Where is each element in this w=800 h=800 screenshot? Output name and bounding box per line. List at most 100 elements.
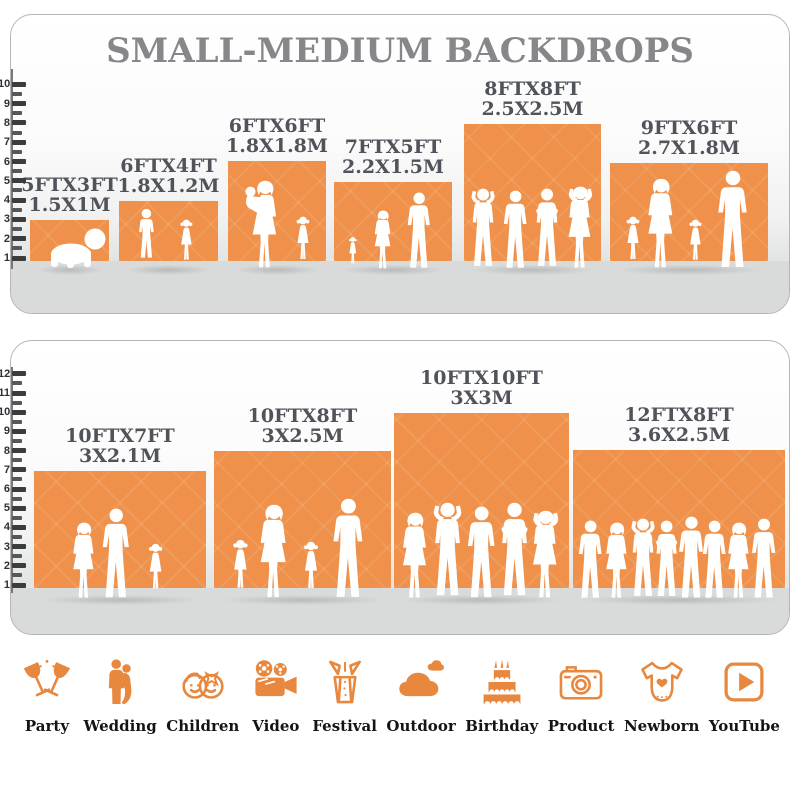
ruler-tick xyxy=(12,120,26,126)
ruler-tick xyxy=(12,582,26,588)
girl-silhouette xyxy=(180,219,193,260)
baby-silhouette xyxy=(50,228,105,268)
ruler-tick-minor xyxy=(12,246,22,251)
ruler-axis xyxy=(11,69,13,269)
woman-up-silhouette xyxy=(568,186,593,268)
people-shadow xyxy=(472,265,593,275)
newborn-icon xyxy=(640,661,683,702)
category-label: Festival xyxy=(312,717,377,735)
ruler-tick-minor xyxy=(12,573,22,578)
ruler-tick xyxy=(12,236,26,242)
people-shadow xyxy=(402,595,561,605)
ruler-number: 7 xyxy=(3,463,10,476)
woman-silhouette xyxy=(261,504,287,598)
boy-silhouette xyxy=(139,208,154,258)
ruler-tick xyxy=(12,159,26,164)
category-party: Party xyxy=(20,656,74,735)
product-icon xyxy=(559,666,603,700)
girl-silhouette xyxy=(296,216,310,259)
man-hips-silhouette xyxy=(536,188,559,266)
ruler-number: 4 xyxy=(3,521,10,534)
birthday-icon xyxy=(483,659,521,707)
girl-silhouette xyxy=(349,237,357,264)
category-label: YouTube xyxy=(708,717,780,735)
children-icon xyxy=(182,671,224,699)
ruler-tick-minor xyxy=(12,130,22,135)
category-wedding: Wedding xyxy=(84,656,157,735)
backdrop-size-label: 10FTX7FT 3X2.1M xyxy=(65,425,175,467)
category-festival: Festival xyxy=(312,656,377,735)
ruler-tick-minor xyxy=(12,535,22,539)
category-video: Video xyxy=(249,656,303,735)
man-silhouette xyxy=(503,190,527,268)
ruler-tick xyxy=(12,216,26,222)
ruler-tick-minor xyxy=(12,169,22,174)
ruler-tick-minor xyxy=(12,515,22,520)
youtube-icon xyxy=(724,662,764,702)
ruler-tick-minor xyxy=(12,496,22,501)
woman-up-silhouette xyxy=(532,510,559,598)
backdrop-size-label: 9FTX6FT 2.7X1.8M xyxy=(638,117,740,159)
ruler-tick-minor xyxy=(12,111,22,116)
man-silhouette xyxy=(102,508,129,598)
ruler-number: 6 xyxy=(3,155,10,168)
ruler-tick-minor xyxy=(12,554,22,559)
ruler-number: 2 xyxy=(3,232,10,245)
people-shadow xyxy=(127,265,210,275)
category-outdoor: Outdoor xyxy=(386,656,456,735)
bottom-panel: 1 2 3 4 5 6 7 8 9 10 11 12 10FTX7FT 3X2.1M 10FTX8FT 3X2… xyxy=(0,340,790,635)
woman-silhouette xyxy=(648,178,673,268)
category-label: Video xyxy=(252,717,300,735)
category-birthday: Birthday xyxy=(465,656,538,735)
category-label: Outdoor xyxy=(386,717,456,735)
ruler-number: 8 xyxy=(3,444,10,457)
category-product: Product xyxy=(548,656,614,735)
ruler-tick xyxy=(12,197,26,203)
category-label: Birthday xyxy=(465,717,539,735)
backdrop-size-label: 6FTX6FT 1.8X1.8M xyxy=(226,115,328,157)
girl-silhouette xyxy=(689,219,701,260)
ruler-number: 6 xyxy=(3,483,10,495)
ruler-tick-minor xyxy=(12,458,22,463)
ruler-tick xyxy=(12,371,26,377)
video-icon xyxy=(255,660,297,697)
ruler-tick-minor xyxy=(12,477,22,482)
ruler-tick-minor xyxy=(12,207,22,212)
people-shadow xyxy=(38,265,101,275)
man-silhouette xyxy=(751,518,776,598)
ruler-tick-minor xyxy=(12,439,22,443)
outdoor-icon xyxy=(399,660,445,697)
ruler-tick xyxy=(12,524,26,530)
people-shadow xyxy=(618,265,760,275)
man-silhouette xyxy=(407,192,430,268)
ruler-tick-minor xyxy=(12,419,22,424)
ruler-number: 5 xyxy=(3,502,10,515)
backdrop-size-label: 5FTX3FT 1.5X1M xyxy=(21,174,118,216)
backdrop-size-label: 8FTX8FT 2.5X2.5M xyxy=(481,78,584,120)
ruler-number: 10 xyxy=(0,406,11,419)
ruler-number: 2 xyxy=(3,559,10,572)
ruler-tick xyxy=(12,255,26,261)
ruler-tick xyxy=(12,486,26,492)
ruler-tick xyxy=(12,448,26,454)
category-label: Newborn xyxy=(623,717,700,735)
ruler-tick-minor xyxy=(12,149,22,154)
ruler-tick xyxy=(12,505,26,511)
ruler-number: 3 xyxy=(3,213,10,226)
ruler-number: 9 xyxy=(3,425,10,438)
wedding-icon xyxy=(108,659,132,705)
backdrop-block xyxy=(119,201,218,261)
people-shadow xyxy=(42,595,198,605)
backdrop-size-label: 10FTX10FT 3X3M xyxy=(420,367,543,409)
ruler-number: 8 xyxy=(3,116,10,129)
top-panel: SMALL-MEDIUM BACKDROPS 1 2 3 4 5 6 7 8 9 10 5FTX3F… xyxy=(0,14,790,314)
ruler-tick-minor xyxy=(12,400,22,405)
ruler-number: 10 xyxy=(0,78,11,91)
category-newborn: Newborn xyxy=(624,656,699,735)
ruler-tick xyxy=(12,467,26,473)
ruler-tick xyxy=(12,390,26,396)
people-shadow xyxy=(222,595,383,605)
category-row: Party Wedding xyxy=(0,656,800,735)
festival-icon xyxy=(328,660,361,704)
